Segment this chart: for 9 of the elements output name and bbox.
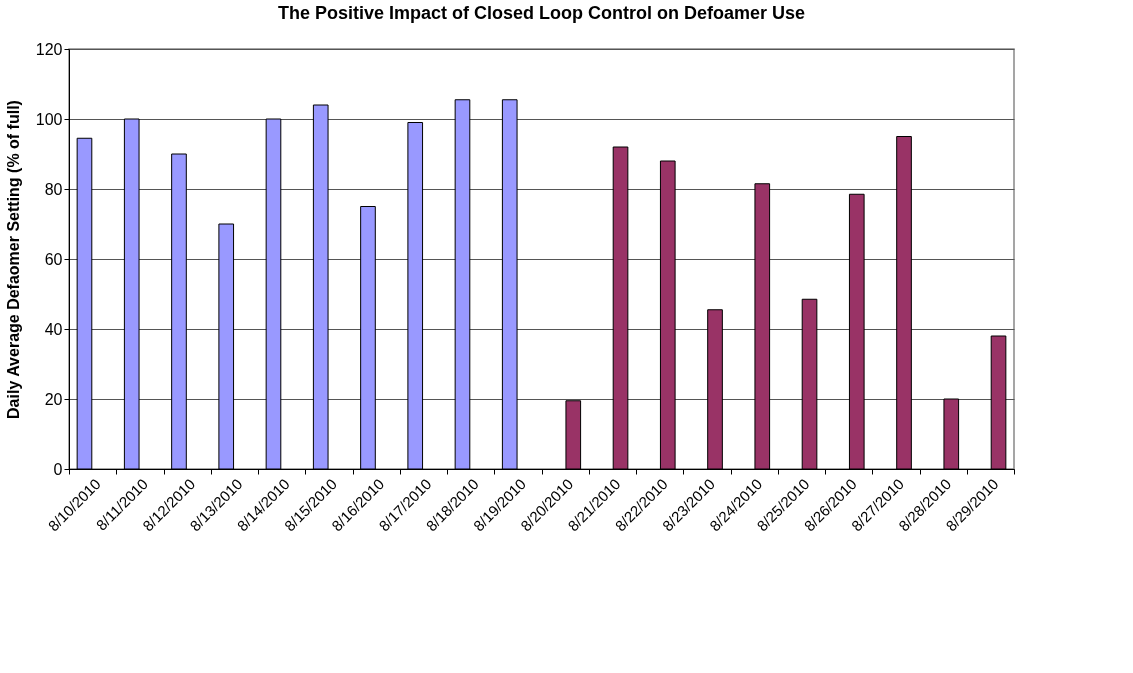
y-axis-title: Daily Average Defaomer Setting (% of full) (4, 100, 22, 419)
y-tick-label: 120 (35, 40, 63, 58)
y-tick-label: 60 (44, 250, 63, 268)
chart-title: The Positive Impact of Closed Loop Control on Defoamer Use (277, 3, 806, 23)
y-tick-label: 40 (44, 320, 63, 338)
y-tick-label: 20 (44, 390, 63, 408)
y-tick-label: 100 (35, 110, 63, 128)
y-tick-label: 0 (53, 460, 63, 478)
y-tick-label: 80 (44, 180, 63, 198)
